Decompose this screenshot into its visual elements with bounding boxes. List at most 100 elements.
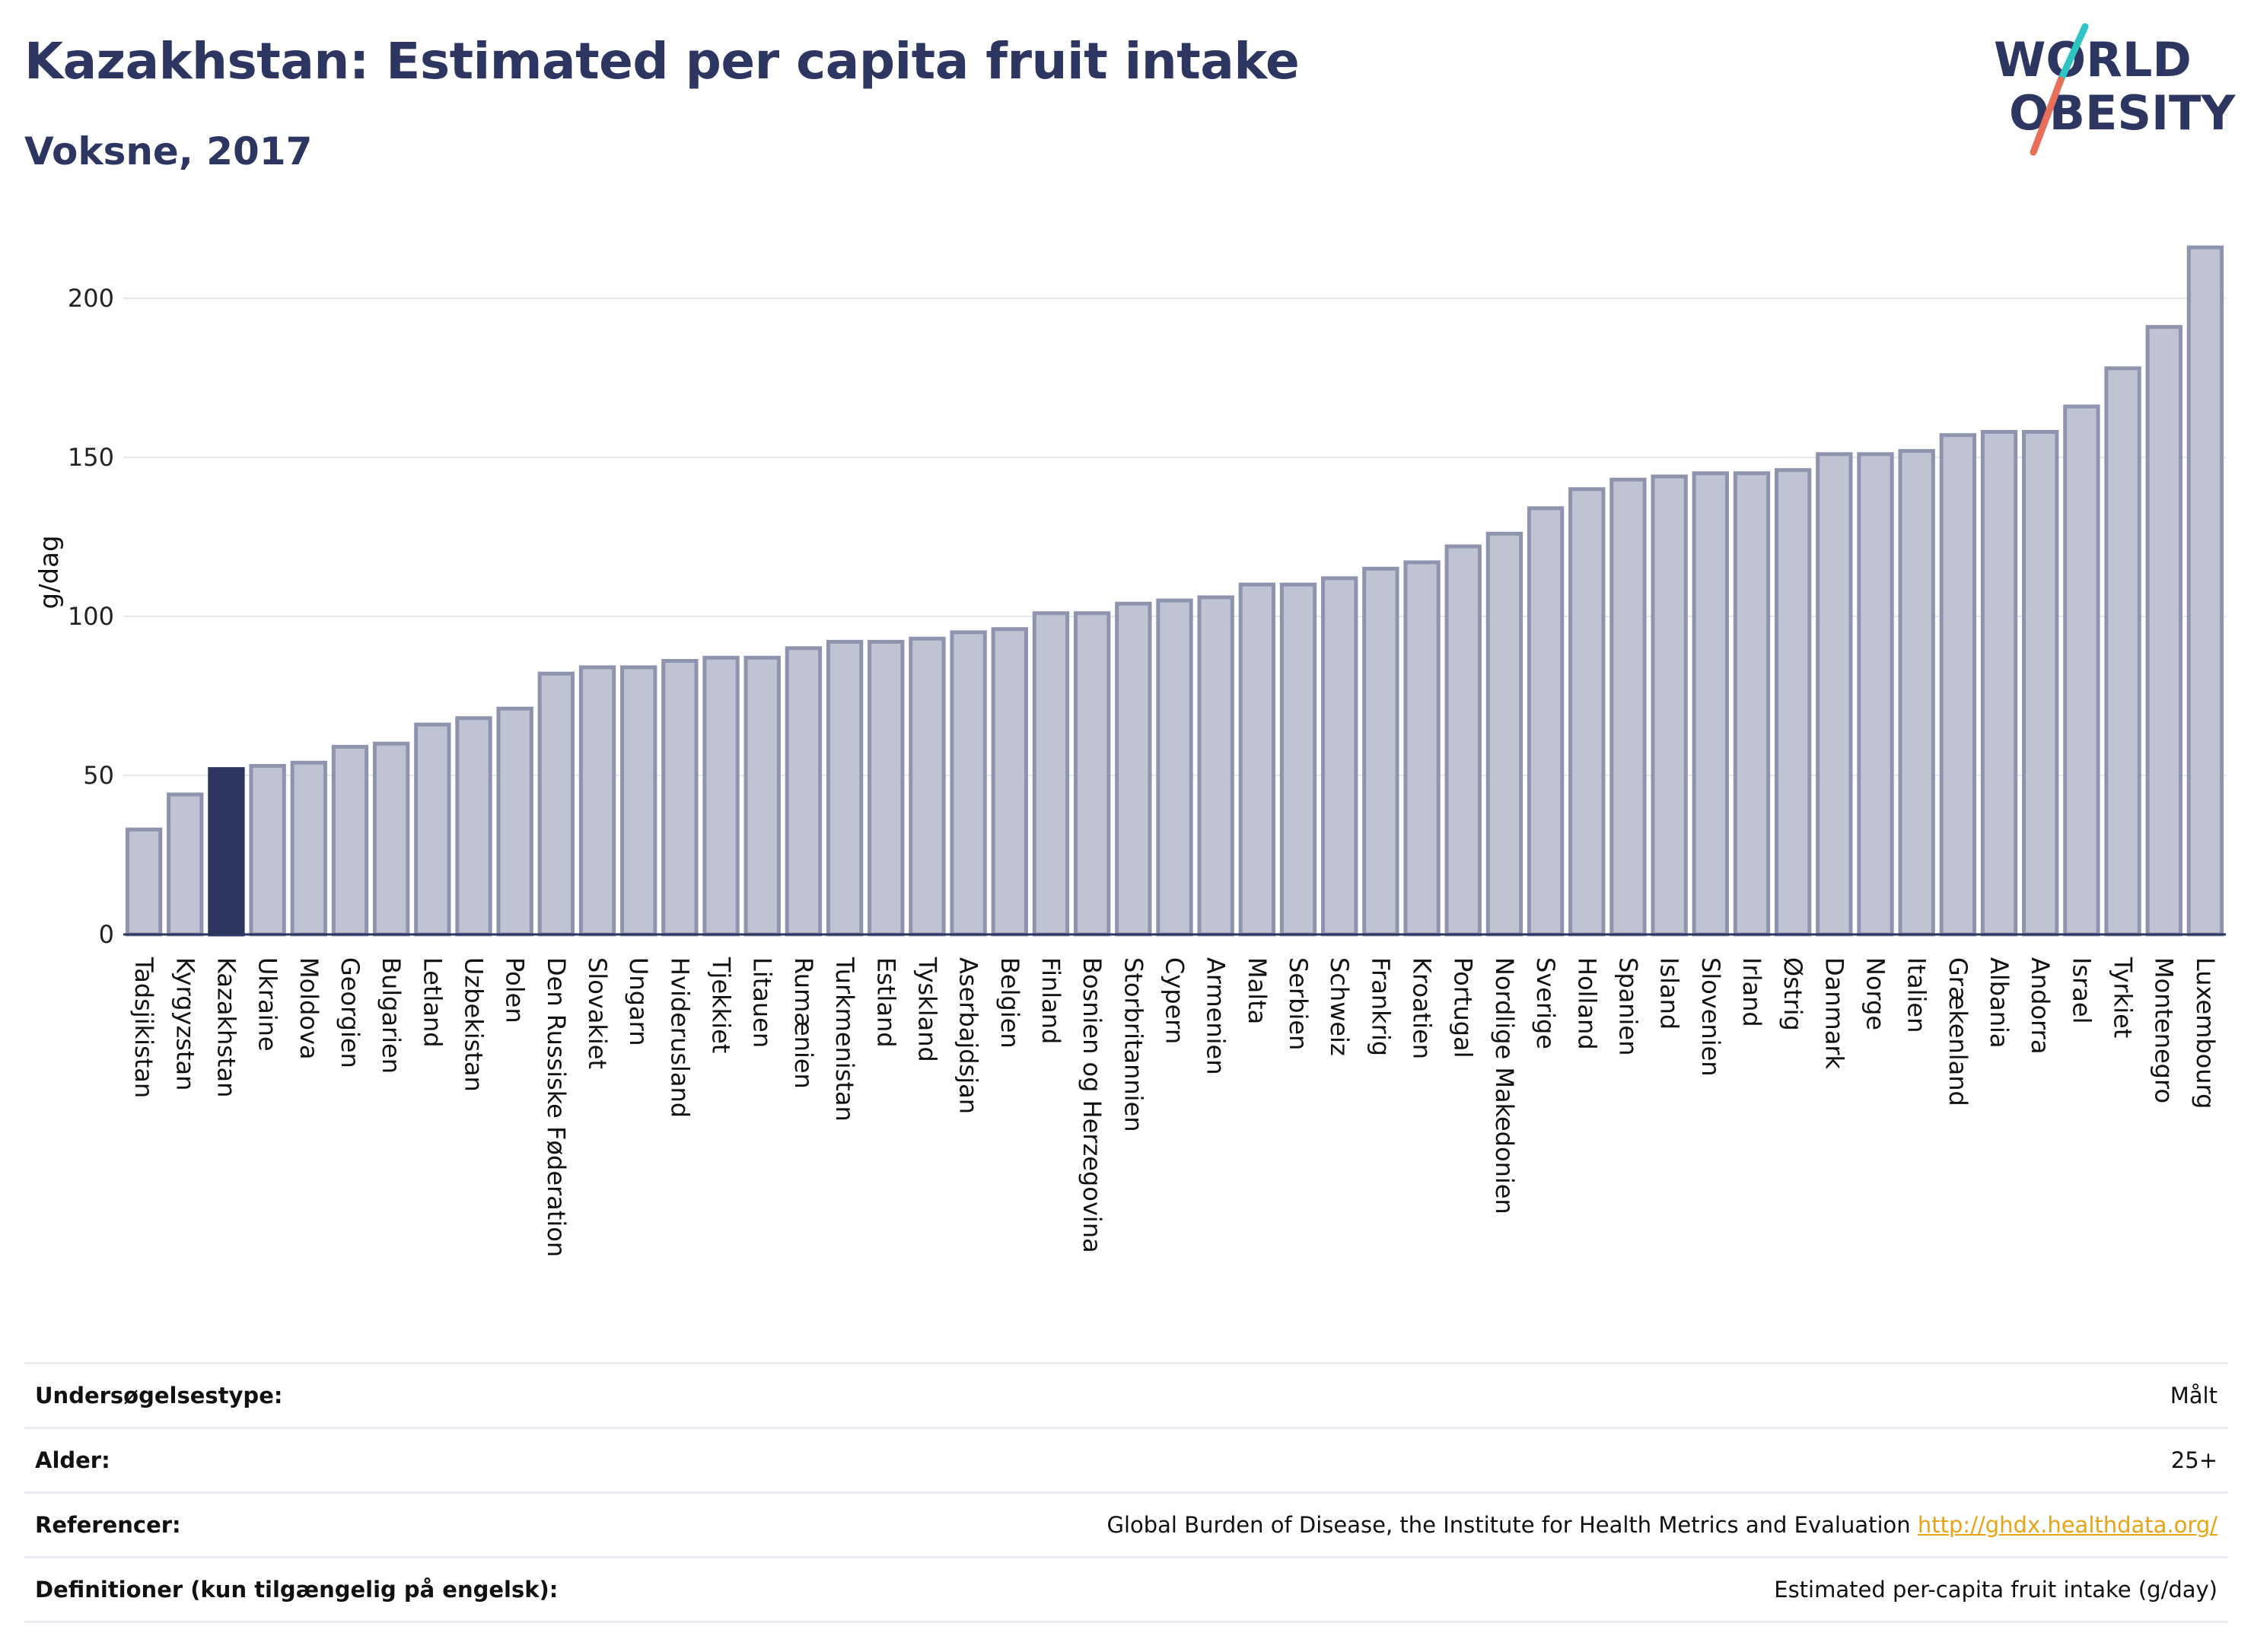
x-tick-label: Aserbajdsjan [954,957,983,1114]
bar-estland[interactable] [868,639,905,937]
bar-kroatien[interactable] [1403,560,1441,937]
bar-litauen[interactable] [743,655,781,937]
x-tick-label: Portugal [1449,957,1478,1058]
x-tick-label: Andorra [2026,957,2055,1054]
bar-irland[interactable] [1733,471,1771,937]
x-tick-label: Ukraine [253,957,282,1052]
bar-bulgarien[interactable] [372,741,410,937]
info-value: Global Burden of Disease, the Institute … [1106,1512,2228,1538]
bar-frankrig[interactable] [1362,566,1399,937]
x-tick-label: Ungarn [624,957,653,1046]
bar-serbien[interactable] [1279,582,1317,937]
reference-text: Global Burden of Disease, the Institute … [1106,1512,1911,1538]
bar-den-russiske-føderation[interactable] [537,671,575,937]
bar-malta[interactable] [1238,582,1276,937]
bar-tadsjikistan[interactable] [125,827,163,937]
x-tick-label: Armenien [1202,957,1231,1074]
x-tick-label: Holland [1572,957,1601,1050]
x-tick-label: Kazakhstan [212,957,240,1097]
bar-schweiz[interactable] [1321,576,1358,937]
bar-sverige[interactable] [1527,506,1565,937]
x-tick-label: Cypern [1161,957,1189,1044]
bar-hviderusland[interactable] [661,659,699,937]
bar-uzbekistan[interactable] [455,716,492,937]
bar-tyrkiet[interactable] [2104,366,2141,937]
info-table: Undersøgelsestype: Målt Alder: 25+ Refer… [24,1362,2228,1623]
bar-grækenland[interactable] [1939,433,1977,937]
info-row-age: Alder: 25+ [24,1427,2228,1491]
bar-norge[interactable] [1857,452,1894,937]
bar-italien[interactable] [1898,449,1935,937]
bar-danmark[interactable] [1816,452,1853,937]
bar-israel[interactable] [2063,404,2100,937]
x-tick-label: Estland [871,957,900,1048]
info-label: Undersøgelsestype: [35,1383,283,1408]
x-tick-label: Grækenland [1944,957,1972,1106]
bar-portugal[interactable] [1444,544,1482,937]
x-tick-label: Tyskland [912,957,941,1062]
x-tick-label: Storbritannien [1119,957,1148,1132]
bar-tyskland[interactable] [909,636,946,937]
x-tick-label: Rumænien [789,957,818,1089]
x-tick-label: Georgien [336,957,365,1068]
reference-link[interactable]: http://ghdx.healthdata.org/ [1917,1512,2218,1538]
x-tick-label: Irland [1737,957,1766,1027]
x-tick-label: Moldova [295,957,323,1060]
bar-ungarn[interactable] [620,665,657,937]
bar-chart: 0 50 100 150 200 g/dag Tadsjikistan Kyrgyzstan K… [34,245,2226,1257]
bar-cypern[interactable] [1156,598,1193,937]
y-tick-label: 200 [68,284,114,313]
x-tick-label: Nordlige Makedonien [1490,957,1519,1214]
bar-storbritannien[interactable] [1115,601,1152,937]
bar-armenien[interactable] [1197,595,1234,937]
bar-andorra[interactable] [2022,430,2059,937]
x-tick-label: Italien [1902,957,1931,1033]
bar-albania[interactable] [1980,430,2018,937]
x-tick-label: Israel [2067,957,2096,1023]
bar-kyrgyzstan[interactable] [167,792,204,937]
bar-luxembourg[interactable] [2186,245,2224,937]
x-tick-label: Slovenien [1696,957,1725,1077]
bar-georgien[interactable] [331,744,369,937]
bar-polen[interactable] [496,706,533,937]
x-tick-label: Polen [501,957,530,1023]
bar-holland[interactable] [1568,487,1606,937]
x-tick-label: Spanien [1613,957,1642,1055]
bar-finland[interactable] [1032,611,1070,937]
world-obesity-logo: WORLD OBESITY [1994,23,2236,156]
info-row-survey-type: Undersøgelsestype: Målt [24,1362,2228,1427]
y-tick-label: 0 [99,920,114,949]
bar-nordlige-makedonien[interactable] [1485,531,1523,937]
x-tick-label: Tadsjikistan [129,957,158,1098]
bar-aserbajdsjan[interactable] [950,630,987,937]
info-label: Alder: [35,1447,110,1473]
bar-østrig[interactable] [1774,468,1812,937]
bar-ukraine[interactable] [249,763,286,937]
bar-kazakhstan[interactable] [208,767,245,937]
bar-rumænien[interactable] [785,646,823,937]
bar-tjekkiet[interactable] [702,655,740,937]
bar-island[interactable] [1651,474,1688,937]
bar-letland[interactable] [414,722,451,937]
logo-text-world: WORLD [1994,32,2192,88]
bar-belgien[interactable] [991,627,1028,937]
y-tick-label: 50 [83,761,114,790]
bar-slovakiet[interactable] [578,665,616,937]
bar-turkmenistan[interactable] [826,639,864,937]
chart-subtitle: Voksne, 2017 [24,129,313,173]
info-value: Estimated per-capita fruit intake (g/day… [1774,1577,2218,1603]
bar-spanien[interactable] [1609,477,1647,937]
bar-moldova[interactable] [290,760,327,937]
x-tick-label: Tjekkiet [707,957,736,1053]
x-tick-label: Østrig [1778,957,1807,1031]
x-tick-label: Tyrkiet [2109,957,2138,1038]
y-tick-label: 150 [68,443,114,472]
bar-slovenien[interactable] [1692,471,1729,937]
chart-title: Kazakhstan: Estimated per capita fruit i… [24,32,1300,91]
x-tick-label: Belgien [995,957,1024,1049]
bar-bosnien-og-herzegovina[interactable] [1073,611,1111,937]
x-tick-label: Frankrig [1366,957,1395,1056]
bar-montenegro[interactable] [2145,325,2183,937]
info-label: Definitioner (kun tilgængelig på engelsk… [35,1577,559,1603]
x-tick-label: Litauen [748,957,777,1048]
